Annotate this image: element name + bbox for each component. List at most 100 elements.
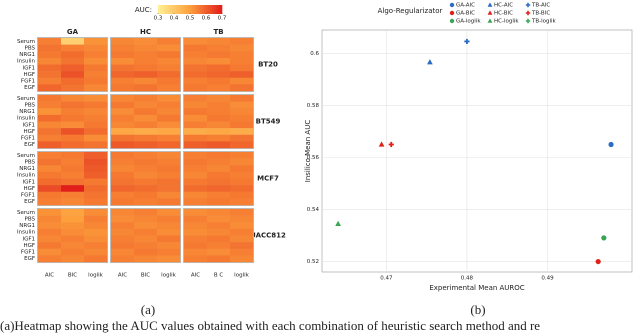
heat-cell xyxy=(38,191,62,199)
legend-label: TB-loglik xyxy=(531,19,557,25)
heat-cell xyxy=(157,178,181,186)
row-label: FGF1 xyxy=(21,136,35,142)
heat-cell xyxy=(184,255,208,263)
colorbar-segment xyxy=(166,5,169,14)
heat-cell xyxy=(111,141,135,149)
heat-cell xyxy=(61,95,85,102)
heat-cell xyxy=(38,128,62,135)
heat-cell xyxy=(230,64,254,72)
heat-cell xyxy=(157,191,181,199)
row-label: HGF xyxy=(23,129,35,135)
heat-cell xyxy=(84,71,108,78)
heat-cell xyxy=(38,64,62,72)
row-label: Insulin xyxy=(17,116,36,122)
heat-cell xyxy=(207,255,231,263)
x-tick-label: 0.47 xyxy=(380,276,393,282)
heat-cell xyxy=(157,108,181,116)
heat-cell xyxy=(38,152,62,159)
heat-cell xyxy=(184,165,208,173)
heat-cell xyxy=(111,114,135,122)
heat-cell xyxy=(134,255,158,263)
heat-cell xyxy=(111,71,135,78)
heat-cell xyxy=(230,141,254,149)
heat-cell xyxy=(157,185,181,192)
legend-marker xyxy=(487,2,493,7)
colorbar-segment xyxy=(174,5,177,14)
heat-cell xyxy=(230,71,254,78)
heat-cell xyxy=(84,165,108,173)
heat-cell xyxy=(157,222,181,230)
heat-cell xyxy=(207,178,231,186)
heat-cell xyxy=(84,44,108,52)
colorbar-segment xyxy=(188,5,191,14)
heat-cell xyxy=(111,101,135,109)
row-label: FGF1 xyxy=(21,79,35,85)
method-label: TB xyxy=(213,28,223,36)
cell-line-label: MCF7 xyxy=(257,175,279,183)
legend-marker xyxy=(449,18,455,24)
row-label: EGF xyxy=(24,256,35,262)
colorbar-tick-label: 0.3 xyxy=(154,16,163,22)
heat-cell xyxy=(61,38,85,45)
heat-cell xyxy=(207,95,231,102)
heat-cell xyxy=(84,255,108,263)
heat-cell xyxy=(38,71,62,78)
heat-cell xyxy=(157,71,181,78)
heat-cell xyxy=(207,141,231,149)
colorbar-segment xyxy=(192,5,195,14)
heat-cell xyxy=(230,242,254,249)
heat-cell xyxy=(111,215,135,223)
heat-cell xyxy=(111,128,135,135)
colorbar-segment xyxy=(196,5,199,14)
heat-cell xyxy=(111,255,135,263)
heat-cell xyxy=(61,165,85,173)
heat-cell xyxy=(84,235,108,243)
heat-cell xyxy=(61,185,85,192)
heat-cell xyxy=(111,242,135,249)
heat-cell xyxy=(61,114,85,122)
heat-cell xyxy=(134,57,158,65)
heat-cell xyxy=(38,95,62,102)
heat-cell xyxy=(61,64,85,72)
row-label: EGF xyxy=(24,85,35,91)
heat-cell xyxy=(134,248,158,256)
row-label: Serum xyxy=(17,153,35,159)
heat-cell xyxy=(38,228,62,236)
heat-cell xyxy=(207,101,231,109)
column-label: loglik xyxy=(88,273,103,279)
heat-cell xyxy=(134,215,158,223)
heat-cell xyxy=(111,222,135,230)
row-label: Insulin xyxy=(17,230,36,236)
heat-cell xyxy=(134,51,158,59)
heat-cell xyxy=(61,215,85,223)
heat-cell xyxy=(111,95,135,102)
heat-cell xyxy=(134,95,158,102)
heat-cell xyxy=(207,228,231,236)
colorbar-segment xyxy=(164,5,167,14)
column-label: loglik xyxy=(161,273,176,279)
heat-cell xyxy=(184,171,208,179)
legend-label: GA-BIC xyxy=(456,11,475,17)
heat-cell xyxy=(157,248,181,256)
heat-cell xyxy=(184,134,208,142)
heat-cell xyxy=(61,228,85,236)
heat-cell xyxy=(111,84,135,92)
row-label: HGF xyxy=(23,72,35,78)
heat-cell xyxy=(184,121,208,129)
heat-cell xyxy=(84,248,108,256)
row-label: Serum xyxy=(17,96,35,102)
heat-cell xyxy=(207,215,231,223)
heat-cell xyxy=(230,198,254,206)
heat-cell xyxy=(157,198,181,206)
colorbar-segment xyxy=(204,5,207,14)
row-label: IGF1 xyxy=(22,236,35,242)
heat-cell xyxy=(111,248,135,256)
row-label: IGF1 xyxy=(22,179,35,185)
heat-cell xyxy=(157,134,181,142)
heat-cell xyxy=(84,191,108,199)
heat-cell xyxy=(207,209,231,216)
colorbar-segment xyxy=(210,5,213,14)
heat-cell xyxy=(184,248,208,256)
heat-cell xyxy=(207,64,231,72)
colorbar-segment xyxy=(208,5,211,14)
